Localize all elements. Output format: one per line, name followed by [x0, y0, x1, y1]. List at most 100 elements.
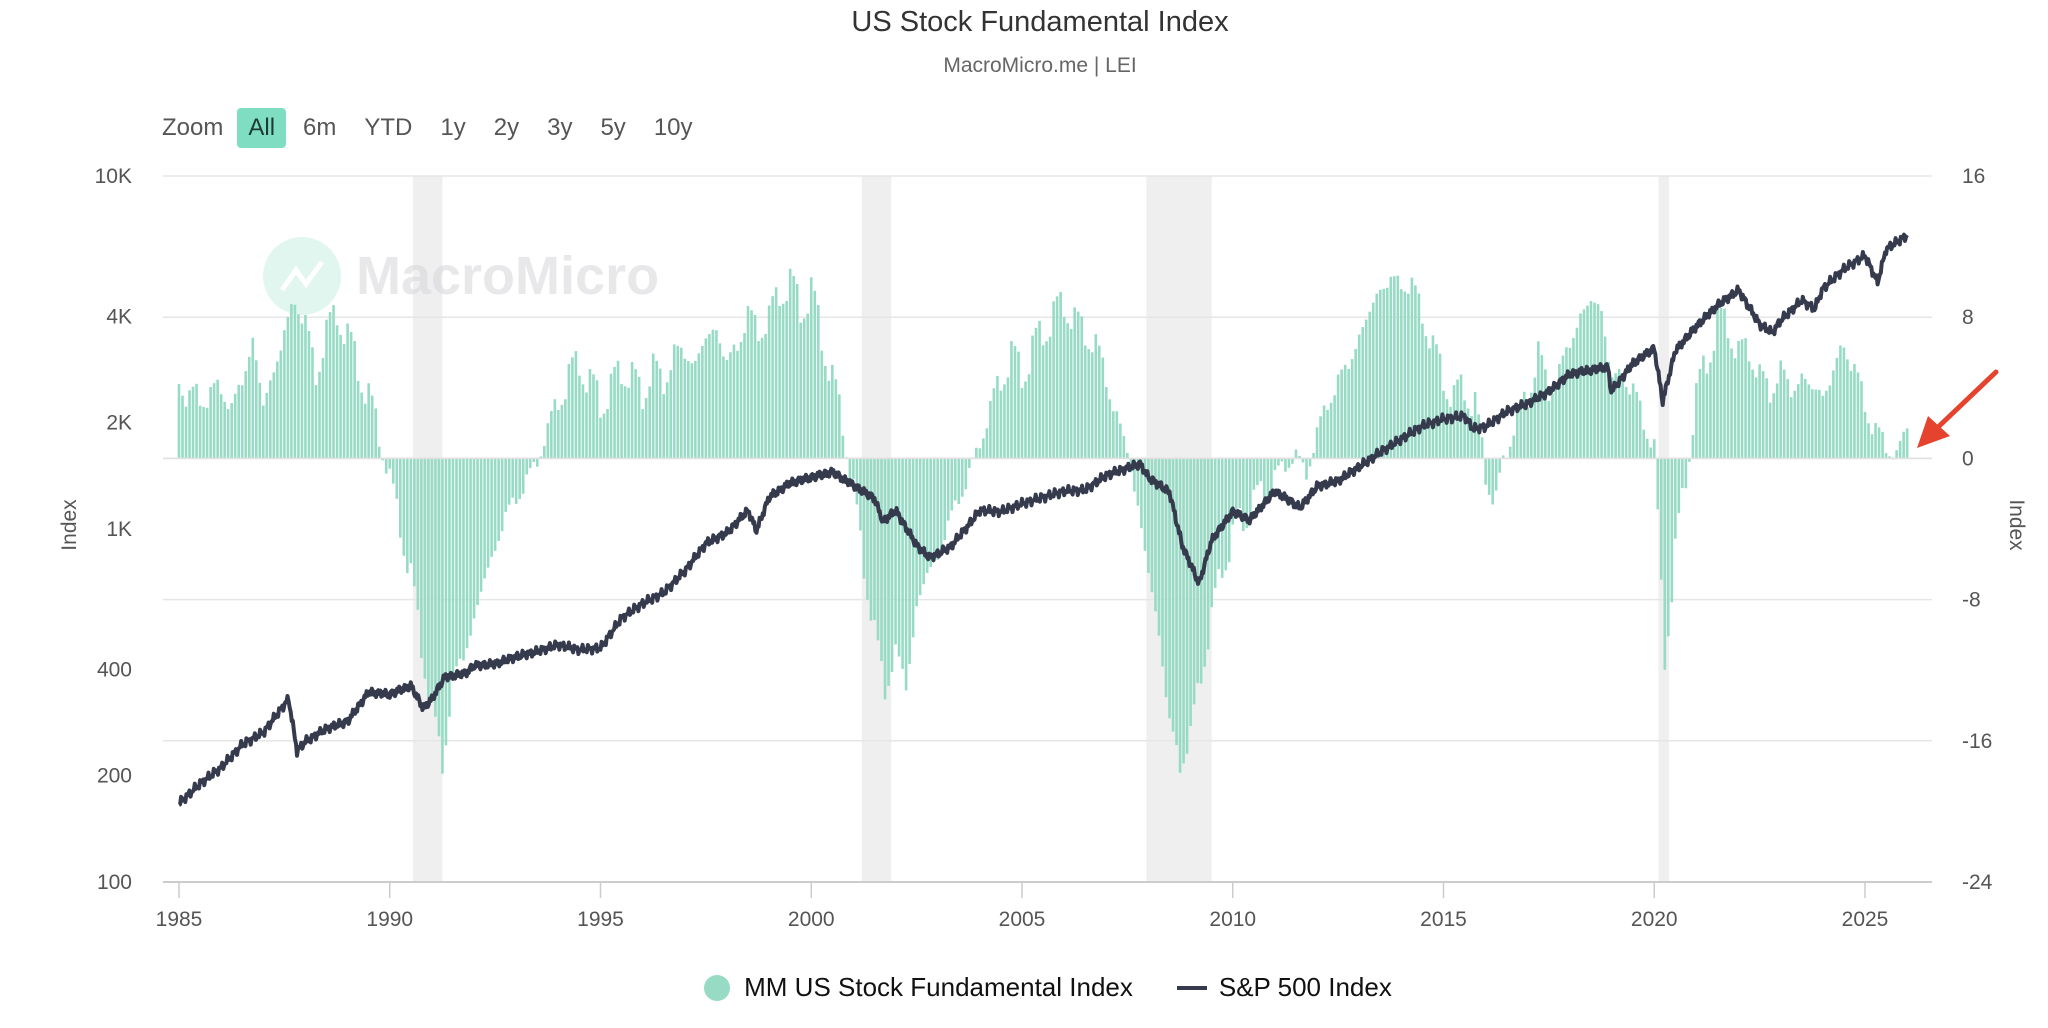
fundamental-index-bar — [767, 305, 771, 459]
fundamental-index-bar — [1003, 384, 1006, 459]
zoom-5y-button[interactable]: 5y — [600, 114, 626, 141]
fundamental-index-bar — [855, 458, 859, 505]
fundamental-index-bar — [472, 458, 476, 619]
y-left-tick-label: 1K — [106, 518, 132, 541]
zoom-3y-button[interactable]: 3y — [547, 114, 573, 141]
fundamental-index-bar — [1572, 337, 1575, 459]
fundamental-index-bar — [1319, 416, 1322, 459]
fundamental-index-bar — [887, 458, 890, 686]
fundamental-index-bar — [1147, 458, 1150, 573]
fundamental-index-bar — [1723, 308, 1726, 459]
fundamental-index-bar — [1273, 458, 1277, 471]
fundamental-index-bar — [1491, 458, 1494, 505]
fundamental-index-bar — [813, 290, 817, 459]
fundamental-index-bar — [1389, 276, 1393, 459]
fundamental-index-bar — [251, 337, 255, 459]
zoom-ytd-button[interactable]: YTD — [364, 114, 413, 141]
fundamental-index-bar — [578, 375, 581, 459]
fundamental-index-bar — [349, 331, 353, 459]
fundamental-index-bar — [1045, 341, 1048, 459]
fundamental-index-bar — [834, 379, 838, 459]
fundamental-index-bar — [262, 405, 265, 459]
fundamental-index-bar — [950, 458, 954, 511]
fundamental-index-bar — [398, 458, 402, 538]
fundamental-index-bar — [627, 387, 630, 459]
fundamental-index-bar — [1884, 453, 1888, 459]
fundamental-index-bar — [1024, 381, 1027, 459]
fundamental-index-bar — [609, 373, 613, 459]
fundamental-index-bar — [1768, 402, 1772, 459]
fundamental-index-bar — [1112, 411, 1115, 459]
zoom-all-button[interactable]: All — [237, 108, 287, 148]
fundamental-index-bar — [1554, 385, 1558, 459]
fundamental-index-bar — [1508, 446, 1512, 459]
fundamental-index-bar — [1835, 357, 1839, 459]
fundamental-index-bar — [427, 458, 430, 699]
fundamental-index-bar — [687, 361, 690, 459]
fundamental-index-bar — [915, 458, 918, 607]
fundamental-index-bar — [321, 358, 325, 459]
fundamental-index-bar — [1895, 450, 1898, 459]
fundamental-index-bar — [1231, 458, 1235, 525]
fundamental-index-bar — [1361, 327, 1365, 459]
fundamental-index-bar — [209, 386, 212, 459]
fundamental-index-bar — [989, 400, 992, 459]
fundamental-index-bar — [1786, 379, 1790, 459]
fundamental-index-bar — [939, 458, 943, 550]
fundamental-index-bar — [1150, 458, 1154, 593]
fundamental-index-bar — [1754, 377, 1758, 459]
fundamental-index-bar — [1793, 390, 1797, 459]
fundamental-index-bar — [1069, 328, 1073, 459]
fundamental-index-bar — [1695, 383, 1698, 459]
fundamental-index-bar — [968, 458, 971, 468]
x-tick-label: 2015 — [1420, 908, 1467, 931]
legend-item-fundamental-index[interactable]: MM US Stock Fundamental Index — [704, 972, 1133, 1003]
fundamental-index-bar — [1055, 296, 1059, 459]
fundamental-index-bar — [658, 368, 662, 459]
fundamental-index-bar — [1684, 458, 1688, 489]
fundamental-index-bar — [504, 458, 507, 512]
x-tick-label: 1995 — [577, 908, 624, 931]
fundamental-index-bar — [1659, 458, 1663, 580]
fundamental-index-bar — [1544, 369, 1547, 459]
watermark: MacroMicro — [263, 237, 659, 315]
fundamental-index-bar — [279, 350, 283, 459]
line-marker-icon — [1176, 985, 1207, 990]
fundamental-index-bar — [1733, 358, 1737, 459]
fundamental-index-bar — [377, 446, 381, 459]
fundamental-index-bar — [1846, 359, 1849, 459]
fundamental-index-bar — [332, 305, 335, 459]
fundamental-index-bar — [602, 413, 606, 459]
fundamental-index-bar — [1315, 427, 1319, 459]
zoom-10y-button[interactable]: 10y — [653, 114, 693, 141]
zoom-6m-button[interactable]: 6m — [303, 114, 337, 141]
fundamental-index-bar — [1073, 307, 1076, 459]
fundamental-index-bar — [1083, 345, 1087, 459]
fundamental-index-bar — [1133, 458, 1136, 492]
fundamental-index-bar — [1386, 287, 1389, 459]
fundamental-index-bar — [247, 356, 251, 459]
fundamental-index-bar — [1642, 429, 1646, 459]
fundamental-index-bar — [1277, 458, 1280, 466]
fundamental-index-bar — [1874, 423, 1877, 459]
fundamental-index-bar — [1442, 390, 1445, 459]
fundamental-index-bar — [1530, 392, 1533, 459]
zoom-2y-button[interactable]: 2y — [493, 114, 520, 141]
fundamental-index-bar — [616, 360, 620, 459]
fundamental-index-bar — [1435, 344, 1438, 459]
fundamental-index-bar — [641, 409, 644, 459]
fundamental-index-bar — [697, 353, 701, 459]
zoom-1y-button[interactable]: 1y — [440, 114, 466, 141]
fundamental-index-bar — [1424, 336, 1428, 459]
legend-item-sp500[interactable]: S&P 500 Index — [1176, 972, 1392, 1003]
fundamental-index-bar — [1371, 302, 1375, 459]
fundamental-index-bar — [1698, 369, 1702, 459]
fundamental-index-bar — [978, 448, 982, 459]
fundamental-index-bar — [318, 371, 321, 459]
fundamental-index-bar — [1168, 458, 1171, 719]
fundamental-index-bar — [1171, 458, 1175, 732]
fundamental-index-bar — [420, 458, 423, 659]
fundamental-index-bar — [1400, 289, 1403, 459]
fundamental-index-bar — [606, 409, 609, 459]
fundamental-index-bar — [694, 360, 697, 459]
